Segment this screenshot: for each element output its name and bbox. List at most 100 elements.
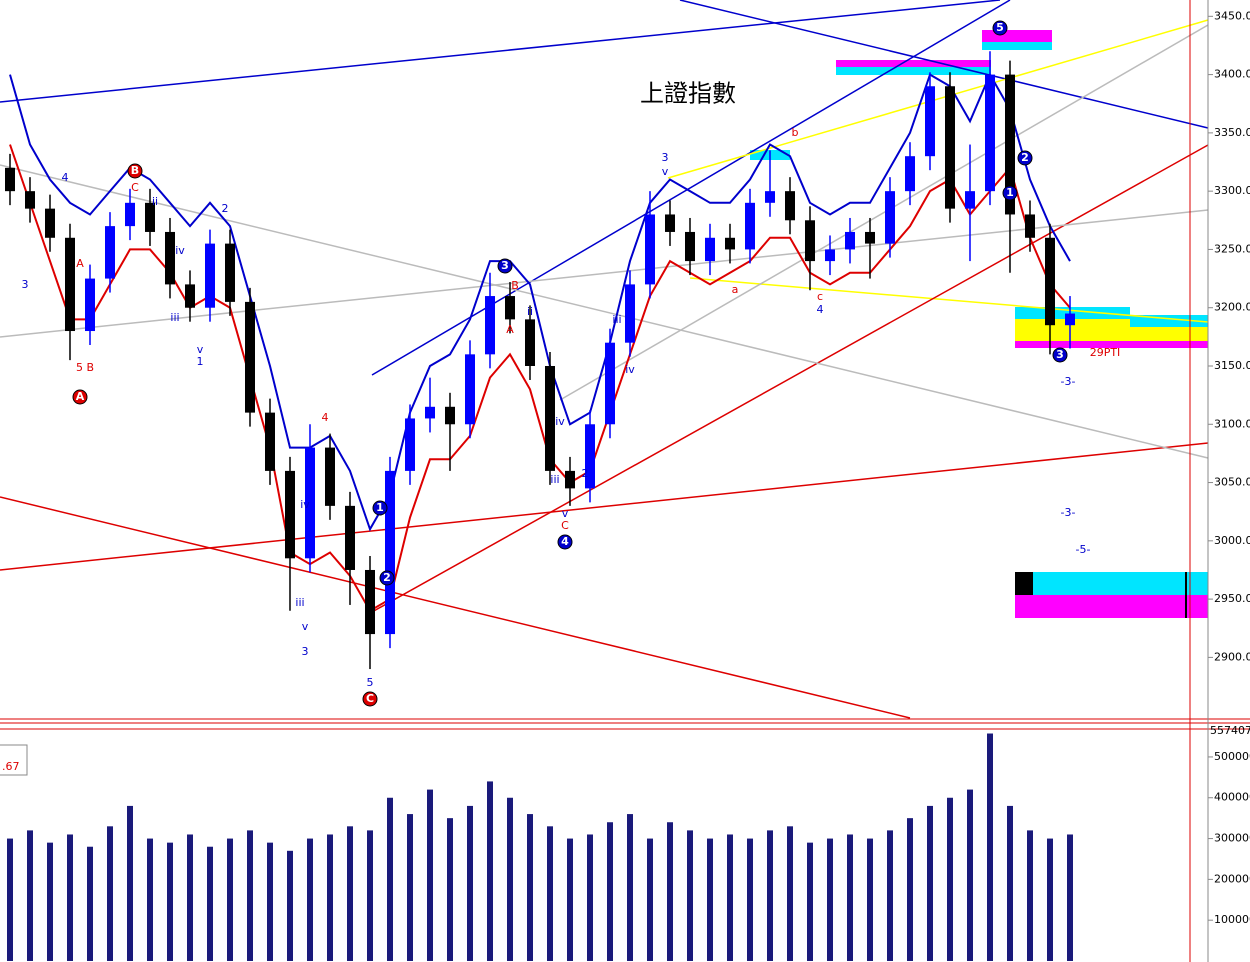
- candle-body: [885, 191, 895, 244]
- candle-body: [465, 354, 475, 425]
- volume-bar: [1027, 830, 1033, 961]
- wave-label: 1: [197, 355, 204, 368]
- wave-label: 5 B: [76, 361, 94, 374]
- candle-body: [505, 296, 515, 320]
- wave-label: 3: [22, 278, 29, 291]
- candle-body: [25, 191, 35, 209]
- candle-body: [685, 231, 695, 262]
- overlay-boxes: [750, 30, 1208, 618]
- wave-circle: [1017, 150, 1033, 166]
- candle-body: [1005, 74, 1015, 215]
- y-tick-label: 500000: [1214, 750, 1250, 763]
- wave-circle: [1002, 185, 1018, 201]
- volume-max-label: 557407: [1210, 724, 1250, 737]
- y-tick-label: 3250.0: [1214, 242, 1250, 255]
- wave-label: v: [662, 165, 669, 178]
- volume-bar: [527, 814, 533, 961]
- volume-bar: [927, 805, 933, 961]
- volume-bar: [547, 826, 553, 961]
- candle-body: [125, 202, 135, 227]
- wave-label: C: [561, 519, 569, 532]
- wave-label: iii: [550, 473, 559, 486]
- wave-label: 1: [1006, 186, 1014, 199]
- y-tick-label: 3400.0: [1214, 68, 1250, 81]
- candle-body: [285, 470, 295, 559]
- wave-label: -3-: [1061, 506, 1076, 519]
- volume-bar: [1007, 805, 1013, 961]
- y-tick-label: 3350.0: [1214, 126, 1250, 139]
- y-tick-label: 2950.0: [1214, 592, 1250, 605]
- y-tick-label: 3200.0: [1214, 301, 1250, 314]
- band-line: [9, 72, 1071, 532]
- wave-label: ii: [152, 195, 158, 208]
- volume-bar: [567, 838, 573, 961]
- y-tick-label: 3000.0: [1214, 534, 1250, 547]
- volume-bar: [427, 789, 433, 961]
- wave-label: 4: [62, 171, 69, 184]
- candle-body: [705, 237, 715, 262]
- candle-body: [725, 237, 735, 250]
- volume-bar: [367, 830, 373, 961]
- price-panel: 2900.0 2950.0 3000.0 3050.0 3100.0 3150.0 3200…: [5, 9, 1250, 707]
- volume-bar: [407, 814, 413, 961]
- volume-bar: [47, 842, 53, 961]
- candle-body: [245, 301, 255, 413]
- y-tick-label: 100000: [1214, 913, 1250, 926]
- candle-body: [425, 406, 435, 419]
- volume-bar: [207, 846, 213, 961]
- volume-bar: [1047, 838, 1053, 961]
- wave-label: 4: [817, 303, 824, 316]
- wave-label: b: [792, 126, 799, 139]
- candle-body: [585, 424, 595, 489]
- y-tick-label: 300000: [1214, 832, 1250, 845]
- candle-body: [525, 319, 535, 366]
- candle-body: [845, 231, 855, 250]
- wave-label: v: [562, 507, 569, 520]
- y-tick-label: 2900.0: [1214, 650, 1250, 663]
- candle-body: [45, 208, 55, 238]
- volume-bar: [67, 834, 73, 961]
- wave-label: B: [511, 279, 519, 292]
- candle-body: [1045, 237, 1055, 326]
- wave-label: v: [197, 343, 204, 356]
- wave-label: iv: [555, 415, 565, 428]
- candle-body: [905, 156, 915, 192]
- volume-bar: [467, 805, 473, 961]
- candle-body: [925, 86, 935, 157]
- candle-body: [105, 226, 115, 279]
- volume-bar: [667, 822, 673, 961]
- wave-circle: [1052, 347, 1068, 363]
- wave-label: 5: [996, 21, 1004, 34]
- candle-body: [325, 447, 335, 506]
- wave-label: B: [131, 164, 139, 177]
- volume-bar: [947, 797, 953, 961]
- volume-bar: [147, 838, 153, 961]
- candle-body: [565, 470, 575, 489]
- wave-label: 3: [1056, 348, 1064, 361]
- wave-circle: [127, 163, 143, 179]
- trend-lines: [0, 0, 1209, 719]
- candle-body: [645, 214, 655, 285]
- candle-body: [345, 505, 355, 570]
- y-tick-label: 400000: [1214, 791, 1250, 804]
- candle-body: [1025, 214, 1035, 238]
- y-tick-label: 3150.0: [1214, 359, 1250, 372]
- wave-label: v: [302, 620, 309, 633]
- candle-body: [165, 231, 175, 285]
- candle-body: [665, 214, 675, 232]
- candle-body: [945, 86, 955, 209]
- wave-circle: [557, 534, 573, 550]
- candle-body: [205, 243, 215, 308]
- candle-body: [985, 74, 995, 192]
- volume-bar: [827, 838, 833, 961]
- candle-body: [825, 249, 835, 262]
- y-tick-label: 3100.0: [1214, 417, 1250, 430]
- y-tick-label: 3300.0: [1214, 184, 1250, 197]
- volume-bar: [507, 797, 513, 961]
- volume-bar: [247, 830, 253, 961]
- candle-body: [545, 365, 555, 471]
- wave-label: A: [76, 390, 85, 403]
- volume-bar: [227, 838, 233, 961]
- wave-label: a: [732, 283, 739, 296]
